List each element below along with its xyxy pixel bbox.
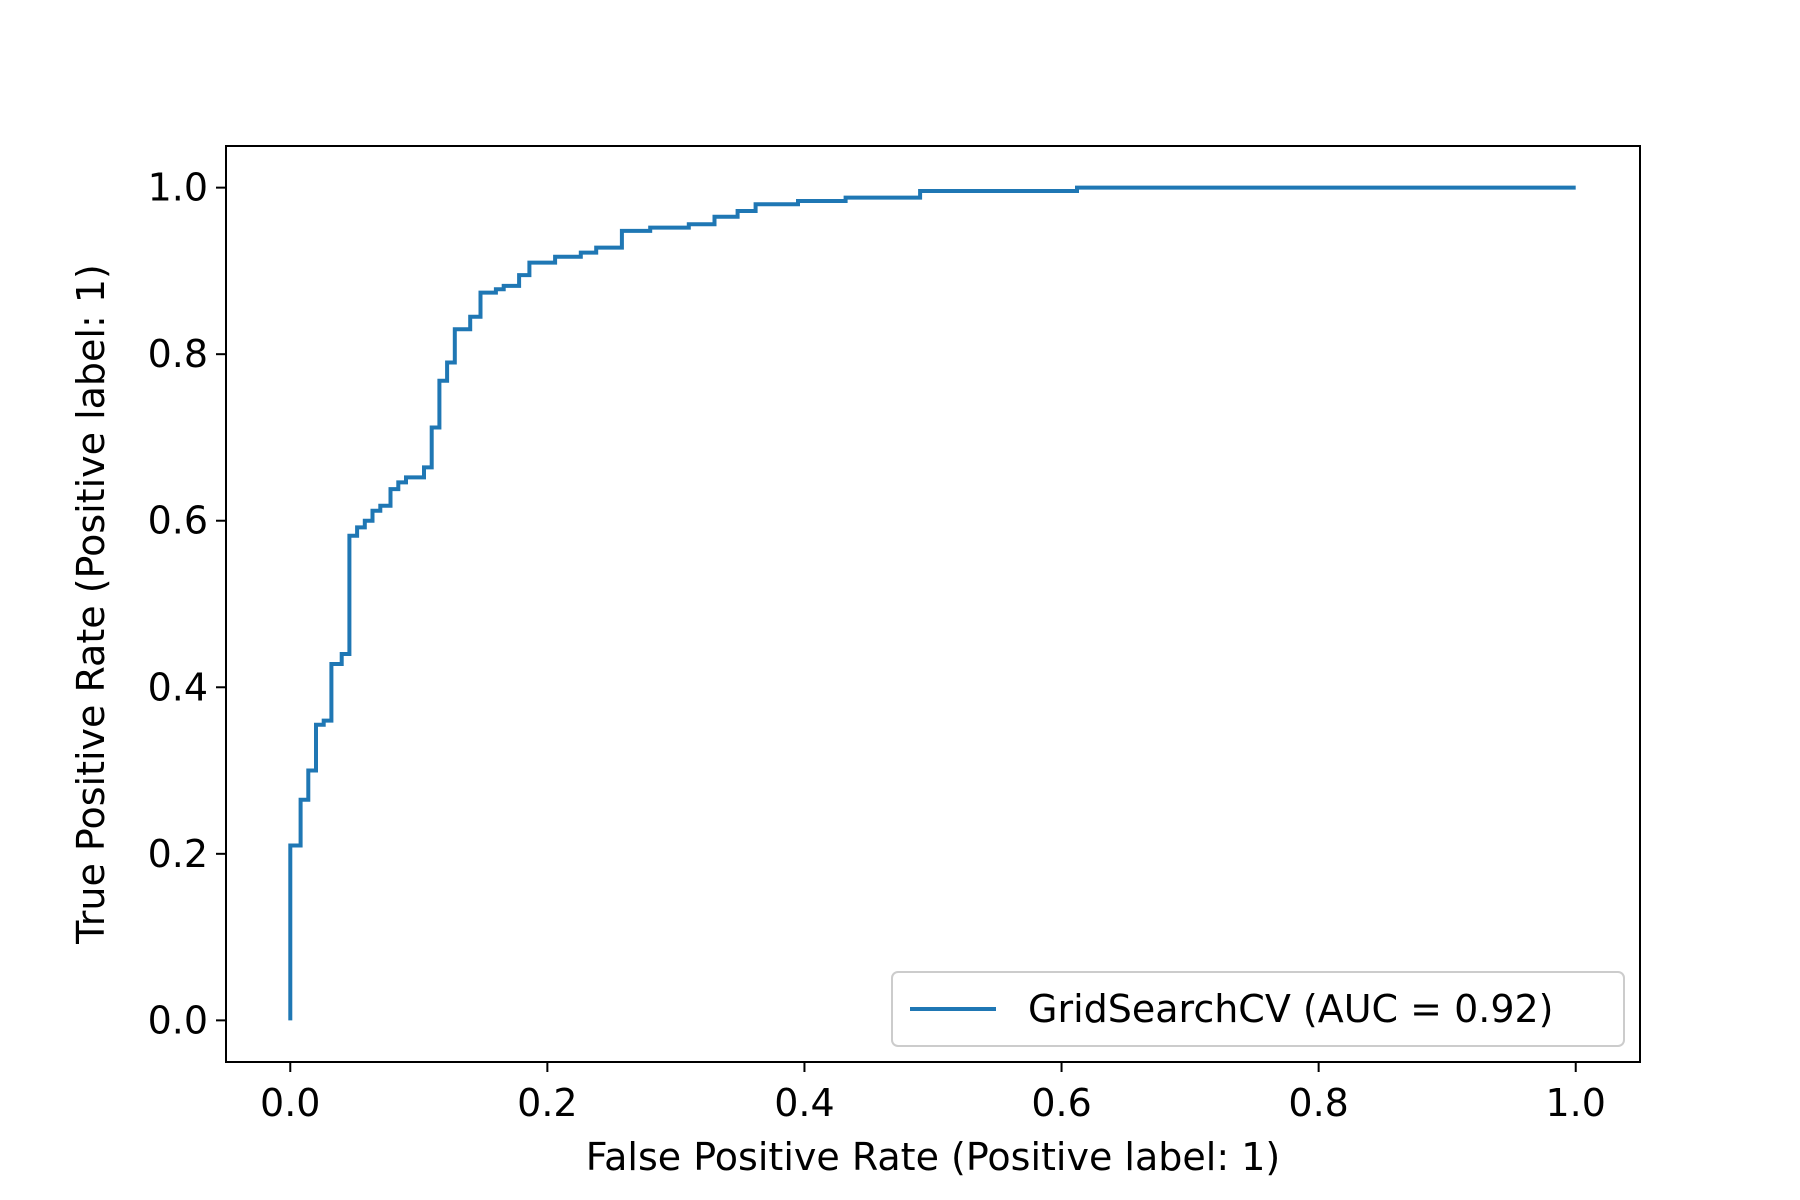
x-tick-label: 0.4 [774,1081,834,1125]
series-group [288,185,1576,1021]
x-axis-label: False Positive Rate (Positive label: 1) [586,1135,1280,1179]
x-tick-label: 1.0 [1546,1081,1606,1125]
tick-group: 0.0 0.2 0.4 0.6 0.8 1.0 0.0 0.2 0.4 0.6 0.8 1.0 [148,166,1606,1125]
x-tick-label: 0.8 [1288,1081,1348,1125]
y-tick-label: 0.6 [148,499,208,543]
y-tick-label: 0.8 [148,332,208,376]
legend-entry-label: GridSearchCV (AUC = 0.92) [1028,987,1554,1031]
x-tick-label: 0.6 [1031,1081,1091,1125]
x-tick-label: 0.2 [517,1081,577,1125]
y-tick-label: 1.0 [148,166,208,210]
y-tick-label: 0.0 [148,998,208,1042]
roc-curve-line [288,185,1576,1021]
y-axis-label: True Positive Rate (Positive label: 1) [69,264,113,945]
y-tick-label: 0.2 [148,832,208,876]
x-tick-label: 0.0 [260,1081,320,1125]
plot-frame [225,145,1641,1063]
legend-box [891,971,1625,1047]
legend: GridSearchCV (AUC = 0.92) [891,971,1625,1047]
y-tick-label: 0.4 [148,665,208,709]
